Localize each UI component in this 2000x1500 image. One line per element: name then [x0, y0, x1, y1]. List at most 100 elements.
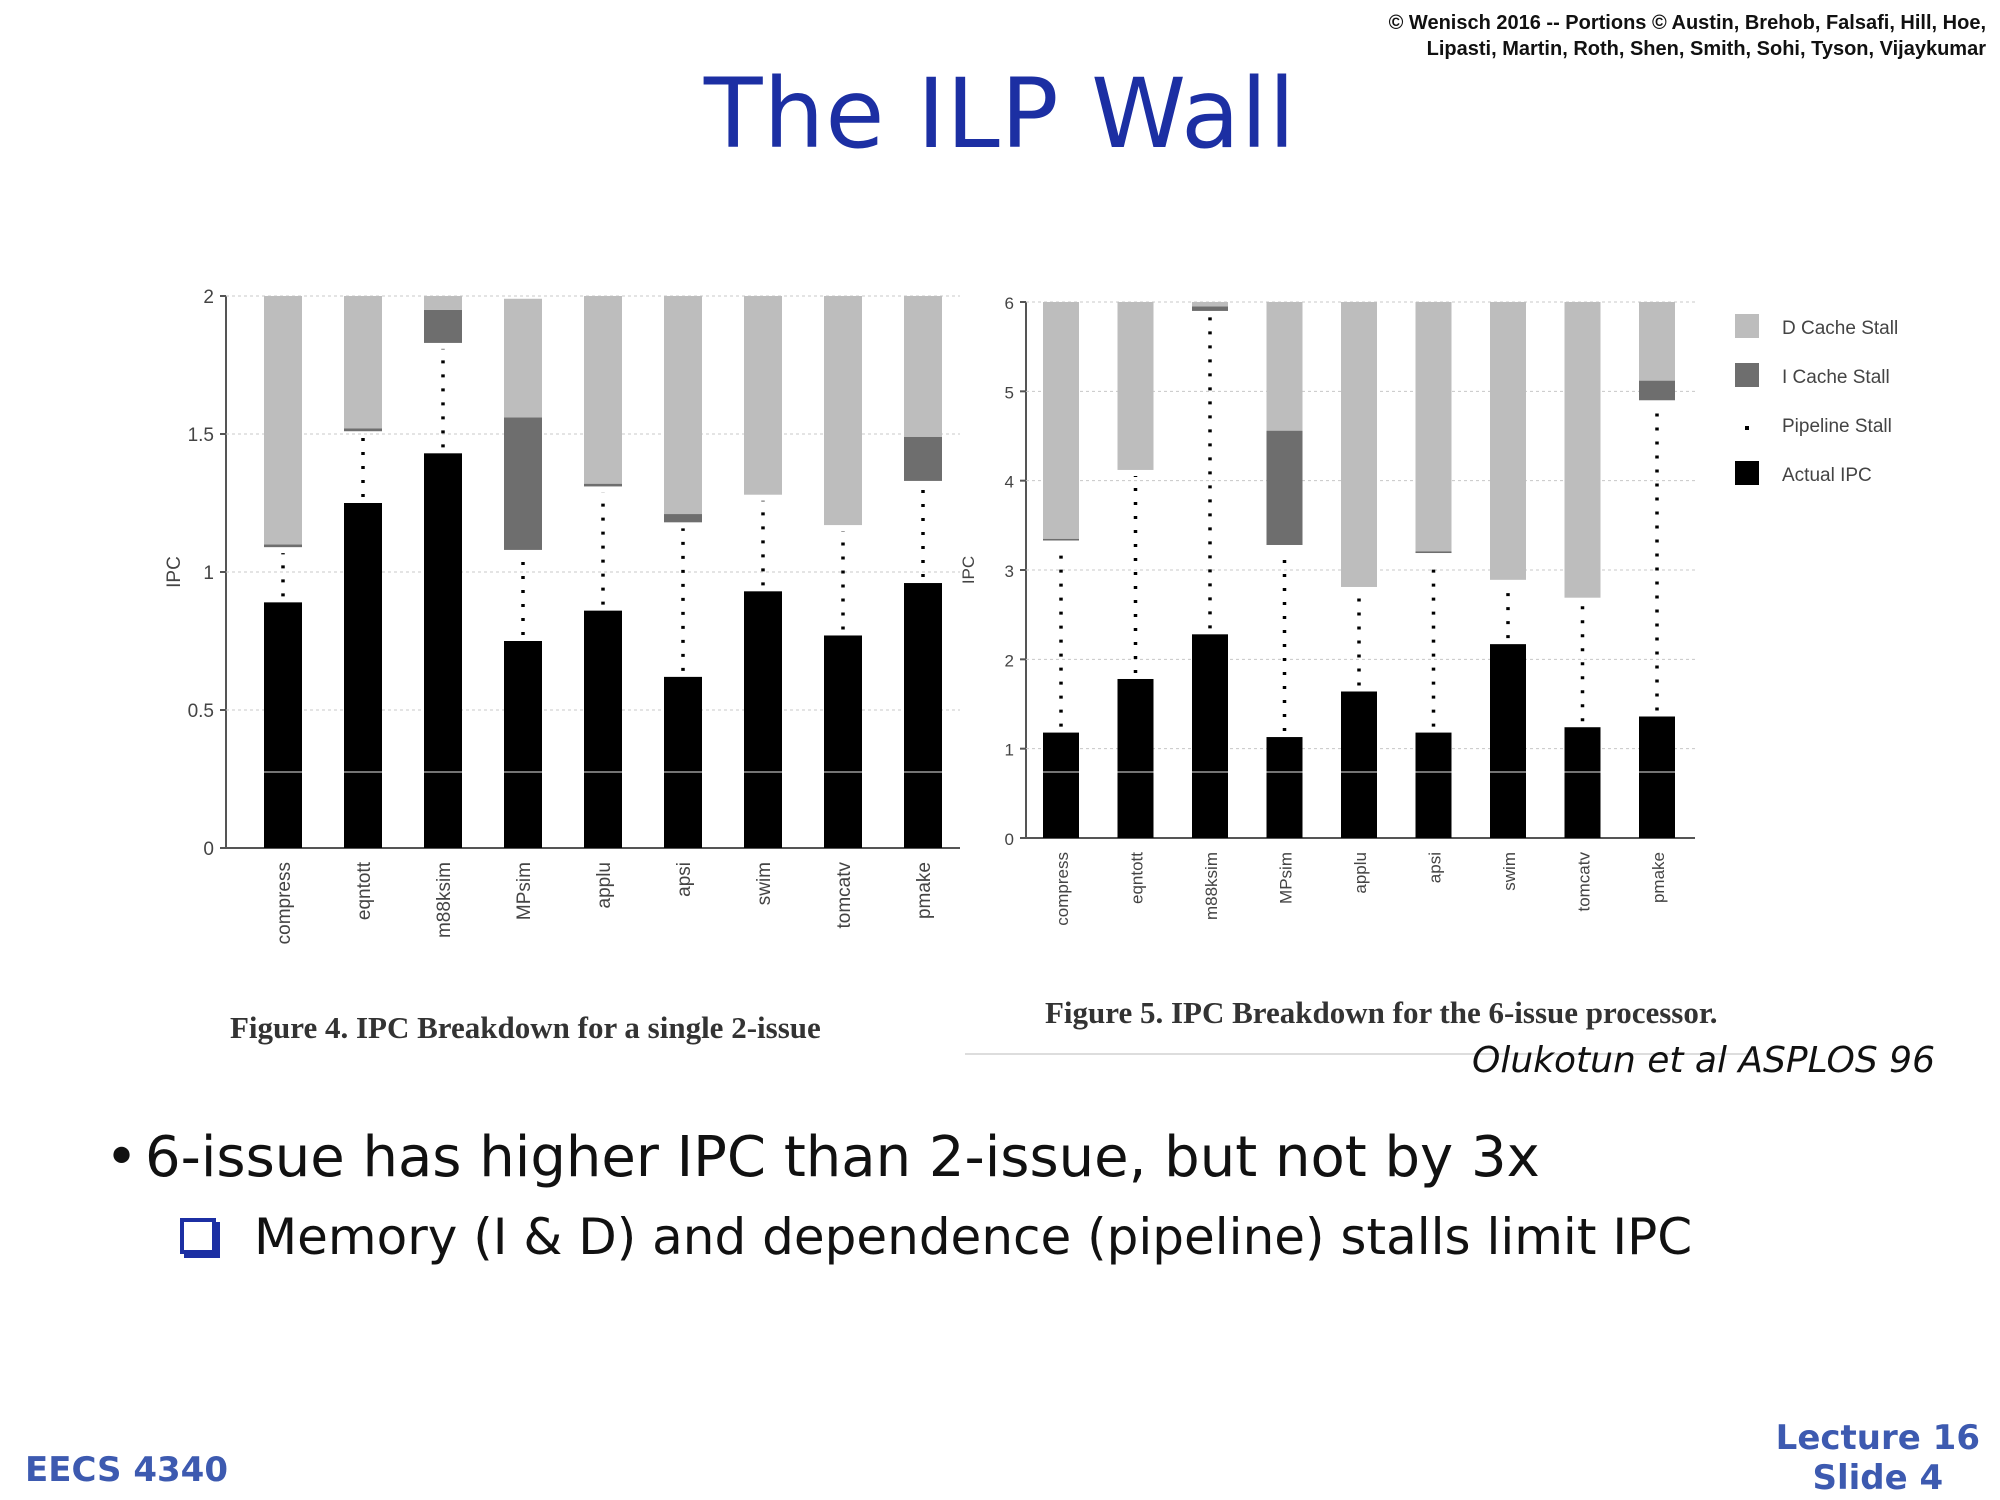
bullet-sub-text: Memory (I & D) and dependence (pipeline)… [254, 1208, 1693, 1266]
checkbox-bullet-icon [180, 1218, 216, 1254]
bar-i-cache-stall-m88ksim [1192, 306, 1228, 311]
y-tick-label: 3 [1005, 562, 1014, 581]
y-tick-label: 2 [203, 287, 214, 308]
bar-actual-ipc-applu [1341, 691, 1377, 838]
bar-actual-ipc-swim [744, 591, 782, 848]
slide-title: The ILP Wall [703, 58, 1297, 170]
bar-d-cache-stall-swim [744, 296, 782, 495]
bullet-main-text: 6-issue has higher IPC than 2-issue, but… [145, 1125, 1540, 1190]
y-tick-label: 4 [1005, 473, 1014, 492]
course-label: EECS 4340 [25, 1450, 228, 1490]
bar-actual-ipc-eqntott [344, 503, 382, 848]
figure-5-chart: 0 1 2 3 4 5 6 IPC compress eqntott m88ksim MPsim app… [960, 294, 1898, 926]
slide-number: Slide 4 [1812, 1458, 1944, 1498]
bar-d-cache-stall-applu [1341, 302, 1377, 587]
y-tick-label: 1.5 [188, 425, 214, 446]
bar-d-cache-stall-apsi [664, 296, 702, 515]
bar-d-cache-stall-eqntott [1117, 302, 1154, 470]
bar-actual-ipc-apsi [664, 676, 702, 848]
bar-d-cache-stall-tomcatv [824, 296, 862, 526]
bar-actual-ipc-pmake [904, 583, 942, 848]
x-category-label: compress [274, 862, 295, 944]
bar-i-cache-stall-pmake [1639, 380, 1675, 401]
bar-d-cache-stall-tomcatv [1564, 302, 1601, 598]
x-category-label: apsi [674, 862, 695, 897]
y-tick-label: 0 [1005, 830, 1014, 849]
bar-i-cache-stall-mpsim [504, 417, 542, 550]
citation: Olukotun et al ASPLOS 96 [1471, 1040, 1935, 1081]
x-category-label: tomcatv [834, 862, 855, 929]
bar-actual-ipc-eqntott [1117, 678, 1154, 838]
figure-4-caption: Figure 4. IPC Breakdown for a single 2-i… [230, 1010, 821, 1045]
legend-swatch-actual-ipc [1735, 461, 1759, 485]
bar-d-cache-stall-m88ksim [424, 296, 462, 310]
x-category-label: m88ksim [434, 862, 455, 938]
x-category-label: applu [1351, 852, 1370, 894]
y-tick-label: 2 [1005, 651, 1014, 670]
bar-i-cache-stall-compress [264, 544, 302, 548]
y-tick-label: 1 [203, 563, 214, 584]
bar-i-cache-stall-apsi [1415, 551, 1452, 554]
bar-actual-ipc-compress [264, 602, 302, 848]
bar-i-cache-stall-apsi [664, 514, 702, 523]
x-category-label: applu [594, 862, 615, 909]
bar-i-cache-stall-compress [1043, 538, 1079, 541]
legend-label-pipeline-stall: Pipeline Stall [1782, 416, 1892, 437]
y-tick-label: 5 [1005, 383, 1014, 402]
bar-d-cache-stall-mpsim [1266, 302, 1303, 431]
bar-actual-ipc-mpsim [504, 641, 542, 848]
legend-swatch-d-cache-stall [1735, 314, 1759, 338]
x-category-label: tomcatv [1575, 852, 1594, 912]
legend-swatch-pipeline-stall [1745, 426, 1749, 430]
bar-d-cache-stall-apsi [1415, 302, 1452, 552]
bar-d-cache-stall-eqntott [344, 296, 382, 429]
y-tick-label: 0.5 [188, 701, 214, 722]
y-tick-label: 6 [1005, 294, 1014, 313]
x-category-label: compress [1053, 852, 1072, 926]
bar-d-cache-stall-compress [264, 296, 302, 545]
legend-label-d-cache-stall: D Cache Stall [1782, 318, 1898, 339]
x-category-label: eqntott [1128, 852, 1147, 904]
y-axis-label: IPC [960, 556, 978, 584]
y-tick-label: 0 [203, 839, 214, 860]
bar-i-cache-stall-pmake [904, 436, 942, 481]
bar-actual-ipc-applu [584, 610, 622, 848]
bar-actual-ipc-tomcatv [1564, 727, 1601, 838]
bar-actual-ipc-m88ksim [1192, 634, 1228, 838]
copyright-notice: © Wenisch 2016 -- Portions © Austin, Bre… [1389, 10, 1986, 62]
bar-actual-ipc-compress [1043, 732, 1079, 838]
bar-i-cache-stall-mpsim [1266, 430, 1303, 545]
copyright-line-2: Lipasti, Martin, Roth, Shen, Smith, Sohi… [1426, 38, 1986, 60]
bar-i-cache-stall-m88ksim [424, 309, 462, 343]
bar-actual-ipc-mpsim [1266, 737, 1303, 838]
bar-d-cache-stall-compress [1043, 302, 1079, 539]
x-category-label: MPsim [514, 862, 535, 920]
x-category-label: swim [1500, 852, 1519, 891]
bar-d-cache-stall-applu [584, 296, 622, 484]
bar-d-cache-stall-pmake [904, 296, 942, 437]
bar-d-cache-stall-mpsim [504, 298, 542, 418]
legend-label-i-cache-stall: I Cache Stall [1782, 367, 1890, 388]
figure-5-caption: Figure 5. IPC Breakdown for the 6-issue … [1045, 995, 1718, 1030]
x-category-label: eqntott [354, 861, 375, 920]
x-category-label: MPsim [1277, 852, 1296, 904]
bar-actual-ipc-pmake [1639, 716, 1675, 838]
bar-d-cache-stall-m88ksim [1192, 302, 1228, 307]
bar-actual-ipc-m88ksim [424, 453, 462, 848]
copyright-line-1: © Wenisch 2016 -- Portions © Austin, Bre… [1388, 12, 1986, 34]
bar-d-cache-stall-pmake [1639, 302, 1675, 381]
bullet-main: • 6-issue has higher IPC than 2-issue, bu… [105, 1125, 1540, 1190]
bullet-dot-icon: • [105, 1125, 139, 1190]
bar-actual-ipc-swim [1490, 644, 1526, 838]
bar-d-cache-stall-swim [1490, 302, 1526, 580]
bullet-sub: Memory (I & D) and dependence (pipeline)… [180, 1208, 1692, 1266]
x-category-label: pmake [914, 862, 935, 919]
lecture-number: Lecture 16 [1775, 1418, 1980, 1458]
caption-divider [965, 1053, 1755, 1055]
bar-actual-ipc-tomcatv [824, 635, 862, 848]
figure-4-chart: 0 0.5 1 1.5 2 IPC compress eqntott m88ksim MPsim a… [164, 287, 960, 944]
y-axis-label: IPC [164, 556, 185, 588]
legend-label-actual-ipc: Actual IPC [1782, 465, 1872, 486]
legend-swatch-i-cache-stall [1735, 363, 1759, 387]
lecture-info: Lecture 16 Slide 4 [1776, 1418, 1980, 1498]
